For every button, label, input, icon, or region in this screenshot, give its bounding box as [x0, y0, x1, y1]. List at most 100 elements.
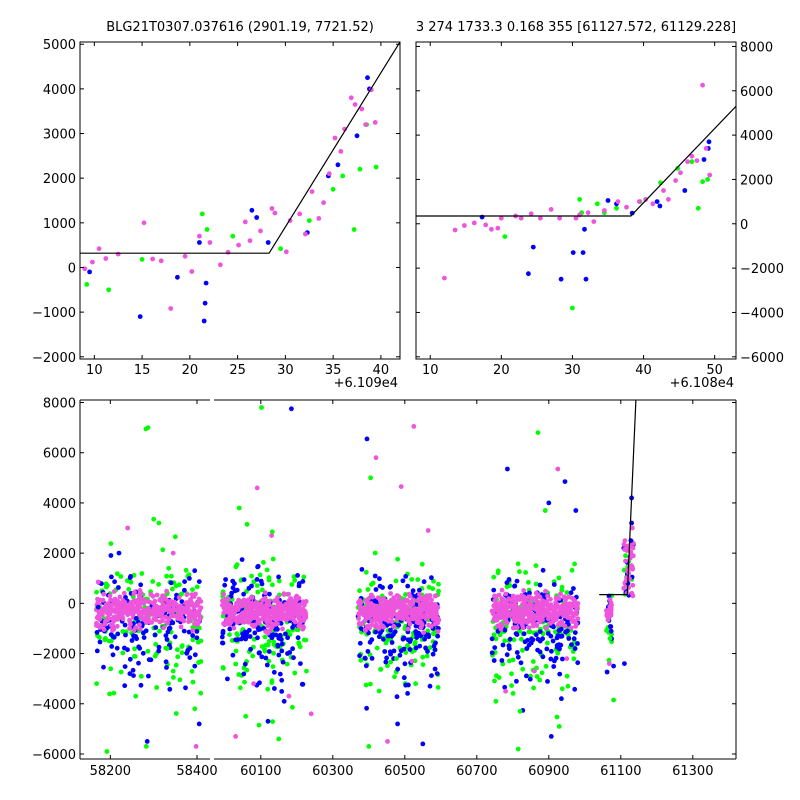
- y-tick-label-right: −6000: [740, 351, 784, 366]
- point-magenta-bottom: [630, 545, 636, 551]
- point-magenta-right: [557, 215, 562, 221]
- point-blue-bottom: [129, 638, 135, 643]
- point-magenta-right: [678, 170, 683, 176]
- point-magenta-bottom: [231, 605, 237, 611]
- point-blue-bottom: [295, 635, 301, 641]
- x-tick-label-bottom: 60100: [240, 764, 281, 779]
- point-magenta-bottom: [108, 597, 113, 603]
- point-blue-bottom: [372, 573, 378, 579]
- point-blue-bottom: [165, 629, 171, 635]
- point-magenta-bottom: [514, 613, 520, 619]
- point-blue-bottom: [265, 718, 271, 724]
- point-magenta-bottom: [281, 591, 287, 597]
- point-magenta-bottom: [220, 598, 225, 604]
- point-blue-bottom: [266, 649, 272, 654]
- point-magenta-bottom: [502, 616, 508, 622]
- point-blue-bottom: [518, 660, 524, 666]
- point-blue-bottom: [427, 683, 433, 689]
- point-green-bottom: [526, 579, 531, 585]
- y-tick-label-right: 4000: [740, 129, 773, 144]
- point-magenta-bottom: [519, 622, 525, 628]
- chart-title-right: 3 274 1733.3 0.168 355 [61127.572, 61129…: [416, 20, 736, 35]
- point-magenta-bottom: [391, 606, 396, 611]
- point-blue-bottom: [273, 632, 279, 638]
- point-magenta-bottom: [269, 615, 275, 620]
- point-green-bottom: [539, 670, 545, 676]
- point-green-bottom: [177, 677, 183, 683]
- point-green-bottom: [108, 666, 114, 672]
- point-green-bottom: [491, 574, 497, 580]
- x-tick-label-bottom: 60900: [528, 764, 569, 779]
- point-green-right: [689, 159, 695, 165]
- point-green-bottom: [571, 656, 577, 662]
- point-magenta-bottom: [373, 455, 379, 461]
- point-magenta-bottom: [379, 614, 385, 620]
- point-blue-bottom: [405, 637, 411, 643]
- point-magenta-bottom: [417, 611, 423, 616]
- point-green-bottom: [424, 653, 430, 659]
- point-blue-left: [197, 240, 202, 245]
- point-magenta-bottom: [529, 596, 535, 602]
- point-magenta-bottom: [552, 616, 558, 621]
- point-magenta-bottom: [164, 620, 170, 625]
- point-magenta-left: [348, 95, 354, 101]
- point-green-right: [577, 197, 582, 202]
- point-green-bottom: [234, 562, 240, 568]
- point-green-bottom: [94, 589, 99, 595]
- point-blue-right: [605, 198, 611, 203]
- point-green-right: [502, 234, 508, 240]
- point-blue-bottom: [572, 630, 578, 635]
- point-green-right: [705, 177, 710, 182]
- point-green-bottom: [103, 584, 109, 590]
- point-blue-bottom: [362, 655, 368, 661]
- point-green-bottom: [153, 641, 159, 647]
- point-magenta-bottom: [430, 607, 436, 612]
- point-green-bottom: [545, 640, 550, 646]
- point-magenta-right: [548, 207, 554, 212]
- point-green-bottom: [383, 640, 389, 646]
- point-magenta-left: [363, 122, 368, 127]
- point-magenta-bottom: [279, 616, 285, 621]
- point-green-bottom: [157, 628, 162, 634]
- point-magenta-bottom: [186, 614, 192, 620]
- point-blue-bottom: [357, 653, 362, 659]
- point-blue-bottom: [560, 656, 565, 662]
- point-green-bottom: [493, 698, 499, 704]
- point-magenta-bottom: [154, 592, 160, 598]
- point-magenta-right: [602, 208, 607, 213]
- point-green-bottom: [559, 587, 565, 593]
- point-magenta-bottom: [241, 611, 247, 616]
- point-blue-bottom: [420, 741, 426, 747]
- point-green-bottom: [170, 586, 175, 592]
- point-green-bottom: [393, 578, 399, 584]
- point-magenta-bottom: [499, 610, 505, 616]
- point-magenta-bottom: [370, 612, 376, 618]
- point-magenta-bottom: [379, 623, 384, 628]
- point-blue-bottom: [382, 649, 388, 654]
- x-tick-label-bottom: 60300: [312, 764, 353, 779]
- point-magenta-left: [338, 149, 344, 154]
- point-blue-bottom: [392, 629, 398, 635]
- y-tick-label-right: 2000: [740, 173, 773, 188]
- point-green-bottom: [530, 659, 536, 664]
- point-magenta-bottom: [111, 614, 117, 620]
- point-blue-bottom: [558, 626, 564, 632]
- point-magenta-bottom: [114, 623, 120, 629]
- point-magenta-right: [518, 215, 524, 221]
- point-green-bottom: [169, 573, 174, 579]
- point-magenta-bottom: [608, 605, 614, 611]
- point-blue-bottom: [255, 564, 260, 570]
- point-blue-bottom: [385, 633, 391, 639]
- point-magenta-bottom: [433, 593, 439, 599]
- point-magenta-bottom: [157, 619, 163, 625]
- point-green-bottom: [179, 643, 185, 649]
- point-blue-bottom: [295, 573, 300, 578]
- point-green-bottom: [194, 584, 200, 590]
- point-blue-right: [701, 157, 707, 162]
- point-blue-bottom: [550, 638, 556, 644]
- point-green-bottom: [125, 578, 130, 584]
- point-magenta-bottom: [574, 604, 580, 610]
- point-blue-bottom: [429, 673, 434, 678]
- y-tick-label-bottom: 4000: [43, 497, 76, 512]
- point-blue-bottom: [97, 639, 103, 645]
